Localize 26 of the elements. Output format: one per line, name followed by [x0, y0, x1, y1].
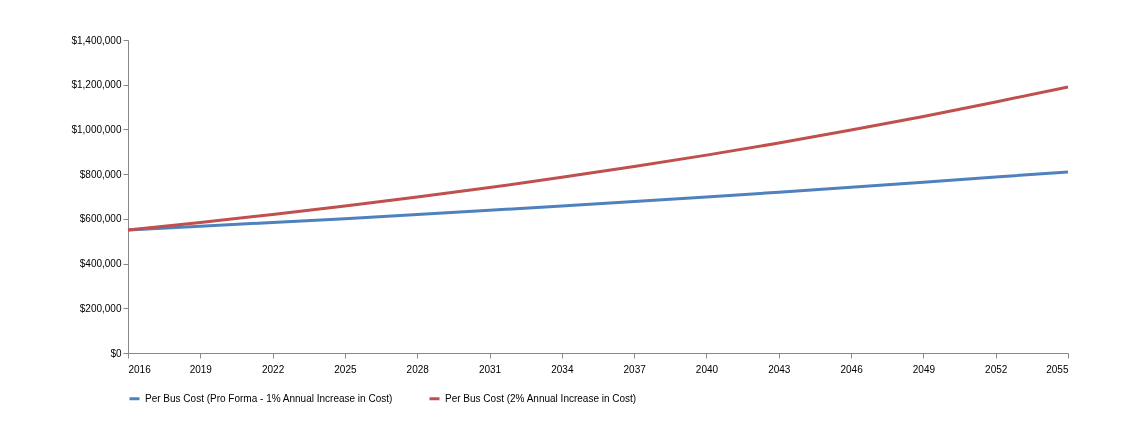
x-tick-label: 2040 — [695, 363, 719, 375]
y-tick-label: $800,000 — [79, 168, 122, 180]
y-tick-label: $400,000 — [79, 258, 122, 270]
x-tick-label: 2046 — [840, 363, 864, 375]
y-tick-label: $200,000 — [79, 302, 122, 314]
y-tick-label: $0 — [110, 347, 122, 359]
y-tick-label: $1,200,000 — [71, 79, 122, 91]
x-tick-label: 2022 — [261, 363, 285, 375]
legend-label: Per Bus Cost (2% Annual Increase in Cost) — [445, 392, 637, 404]
x-tick-label: 2019 — [189, 363, 213, 375]
x-tick-label: 2025 — [334, 363, 357, 375]
y-tick-label: $600,000 — [79, 213, 122, 225]
x-tick-label: 2031 — [478, 363, 502, 375]
x-tick-label: 2043 — [768, 363, 791, 375]
line-series — [126, 85, 1070, 232]
y-tick-label: $1,400,000 — [71, 34, 122, 46]
x-tick-label: 2037 — [623, 363, 647, 375]
x-tick-label: 2055 — [1046, 363, 1069, 375]
x-tick-label: 2052 — [985, 363, 1008, 375]
x-tick-label: 2034 — [551, 363, 574, 375]
x-tick-label: 2049 — [912, 363, 936, 375]
x-tick-label: 2016 — [128, 363, 152, 375]
line-series — [126, 170, 1070, 232]
legend-label: Per Bus Cost (Pro Forma - 1% Annual Increase in Cost) — [145, 392, 393, 404]
x-tick-label: 2028 — [406, 363, 430, 375]
y-tick-label: $1,000,000 — [71, 123, 122, 135]
